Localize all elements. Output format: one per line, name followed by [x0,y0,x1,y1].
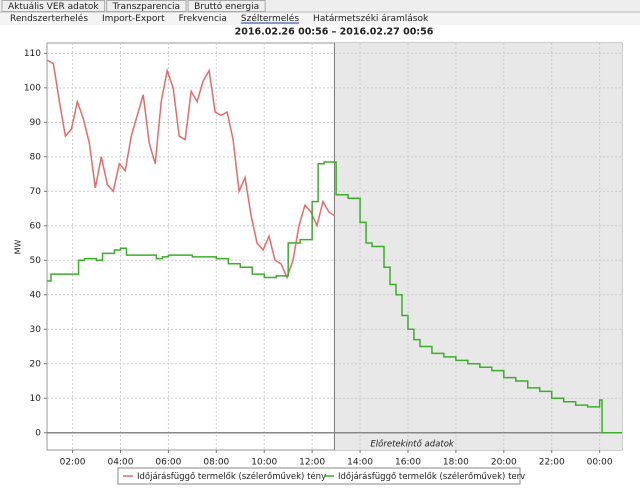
y-tick-label: 40 [30,290,42,300]
series-line [47,59,335,280]
x-tick-label: 12:00 [299,458,325,468]
y-tick-label: 110 [24,49,41,59]
x-tick-label: 02:00 [60,458,86,468]
x-tick-label: 00:00 [587,458,613,468]
tab-border [1,0,106,12]
chart-title: 2016.02.26 00:56 – 2016.02.27 00:56 [235,27,434,38]
tab-bar [0,0,640,12]
x-tick-label: 14:00 [347,458,373,468]
subtab[interactable]: Rendszerterhelés [10,13,88,24]
tab-border [187,0,266,12]
legend-label: Időjárásfüggő termelők (szélerőművek) te… [338,471,525,482]
x-tick-label: 08:00 [203,458,229,468]
subtab[interactable]: Határmetszéki áramlások [313,13,429,24]
subtab[interactable]: Frekvencia [179,14,227,24]
y-tick-label: 90 [30,118,42,128]
legend [117,467,521,485]
x-tick-label: 16:00 [395,458,421,468]
y-tick-label: 80 [30,152,42,162]
x-tick-label: 04:00 [108,458,134,468]
x-tick-label: 10:00 [251,458,277,468]
subtab-bar [0,12,640,25]
x-tick-label: 06:00 [155,458,181,468]
subtab[interactable]: Import-Export [102,14,165,24]
y-tick-label: 50 [30,256,42,266]
x-tick-label: 22:00 [539,458,565,468]
y-tick-label: 70 [30,187,42,197]
subtab[interactable]: Széltermelés [241,13,299,24]
tab[interactable]: Bruttó energia [194,1,259,12]
y-tick-label: 100 [24,83,41,93]
y-tick-label: 60 [30,221,42,231]
series-line [47,161,622,434]
legend-label: Időjárásfüggő termelők (szélerőművek) té… [137,471,326,482]
annotation: Előretekintő adatok [370,440,454,450]
x-tick-label: 18:00 [443,458,469,468]
tab[interactable]: Aktuális VER adatok [8,2,99,12]
y-axis-label: MW [14,240,23,255]
x-tick-label: 20:00 [491,458,517,468]
y-tick-label: 30 [30,325,42,335]
y-tick-label: 20 [30,359,42,369]
y-tick-label: 10 [30,394,42,404]
y-tick-label: 0 [35,428,41,438]
tab[interactable]: Transzparencia [112,2,180,12]
tab-border [106,0,187,12]
